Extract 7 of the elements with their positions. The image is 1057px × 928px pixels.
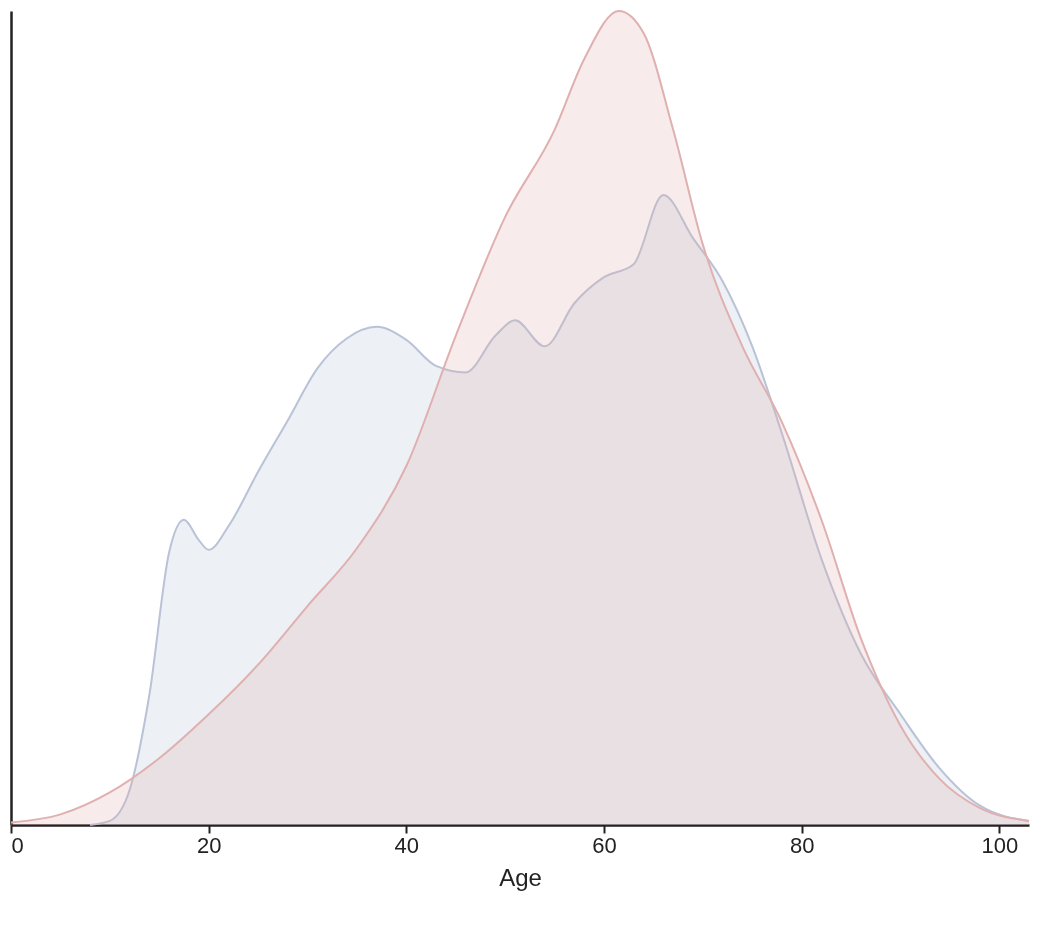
x-tick-label: 40 <box>394 832 420 858</box>
x-tick-label: 100 <box>981 832 1019 858</box>
x-tick-label: 60 <box>592 832 617 858</box>
x-axis-title: Age <box>499 863 542 891</box>
x-tick-label: 20 <box>196 832 222 858</box>
x-tick-label: 0 <box>11 832 24 858</box>
x-tick-label: 80 <box>789 832 815 858</box>
